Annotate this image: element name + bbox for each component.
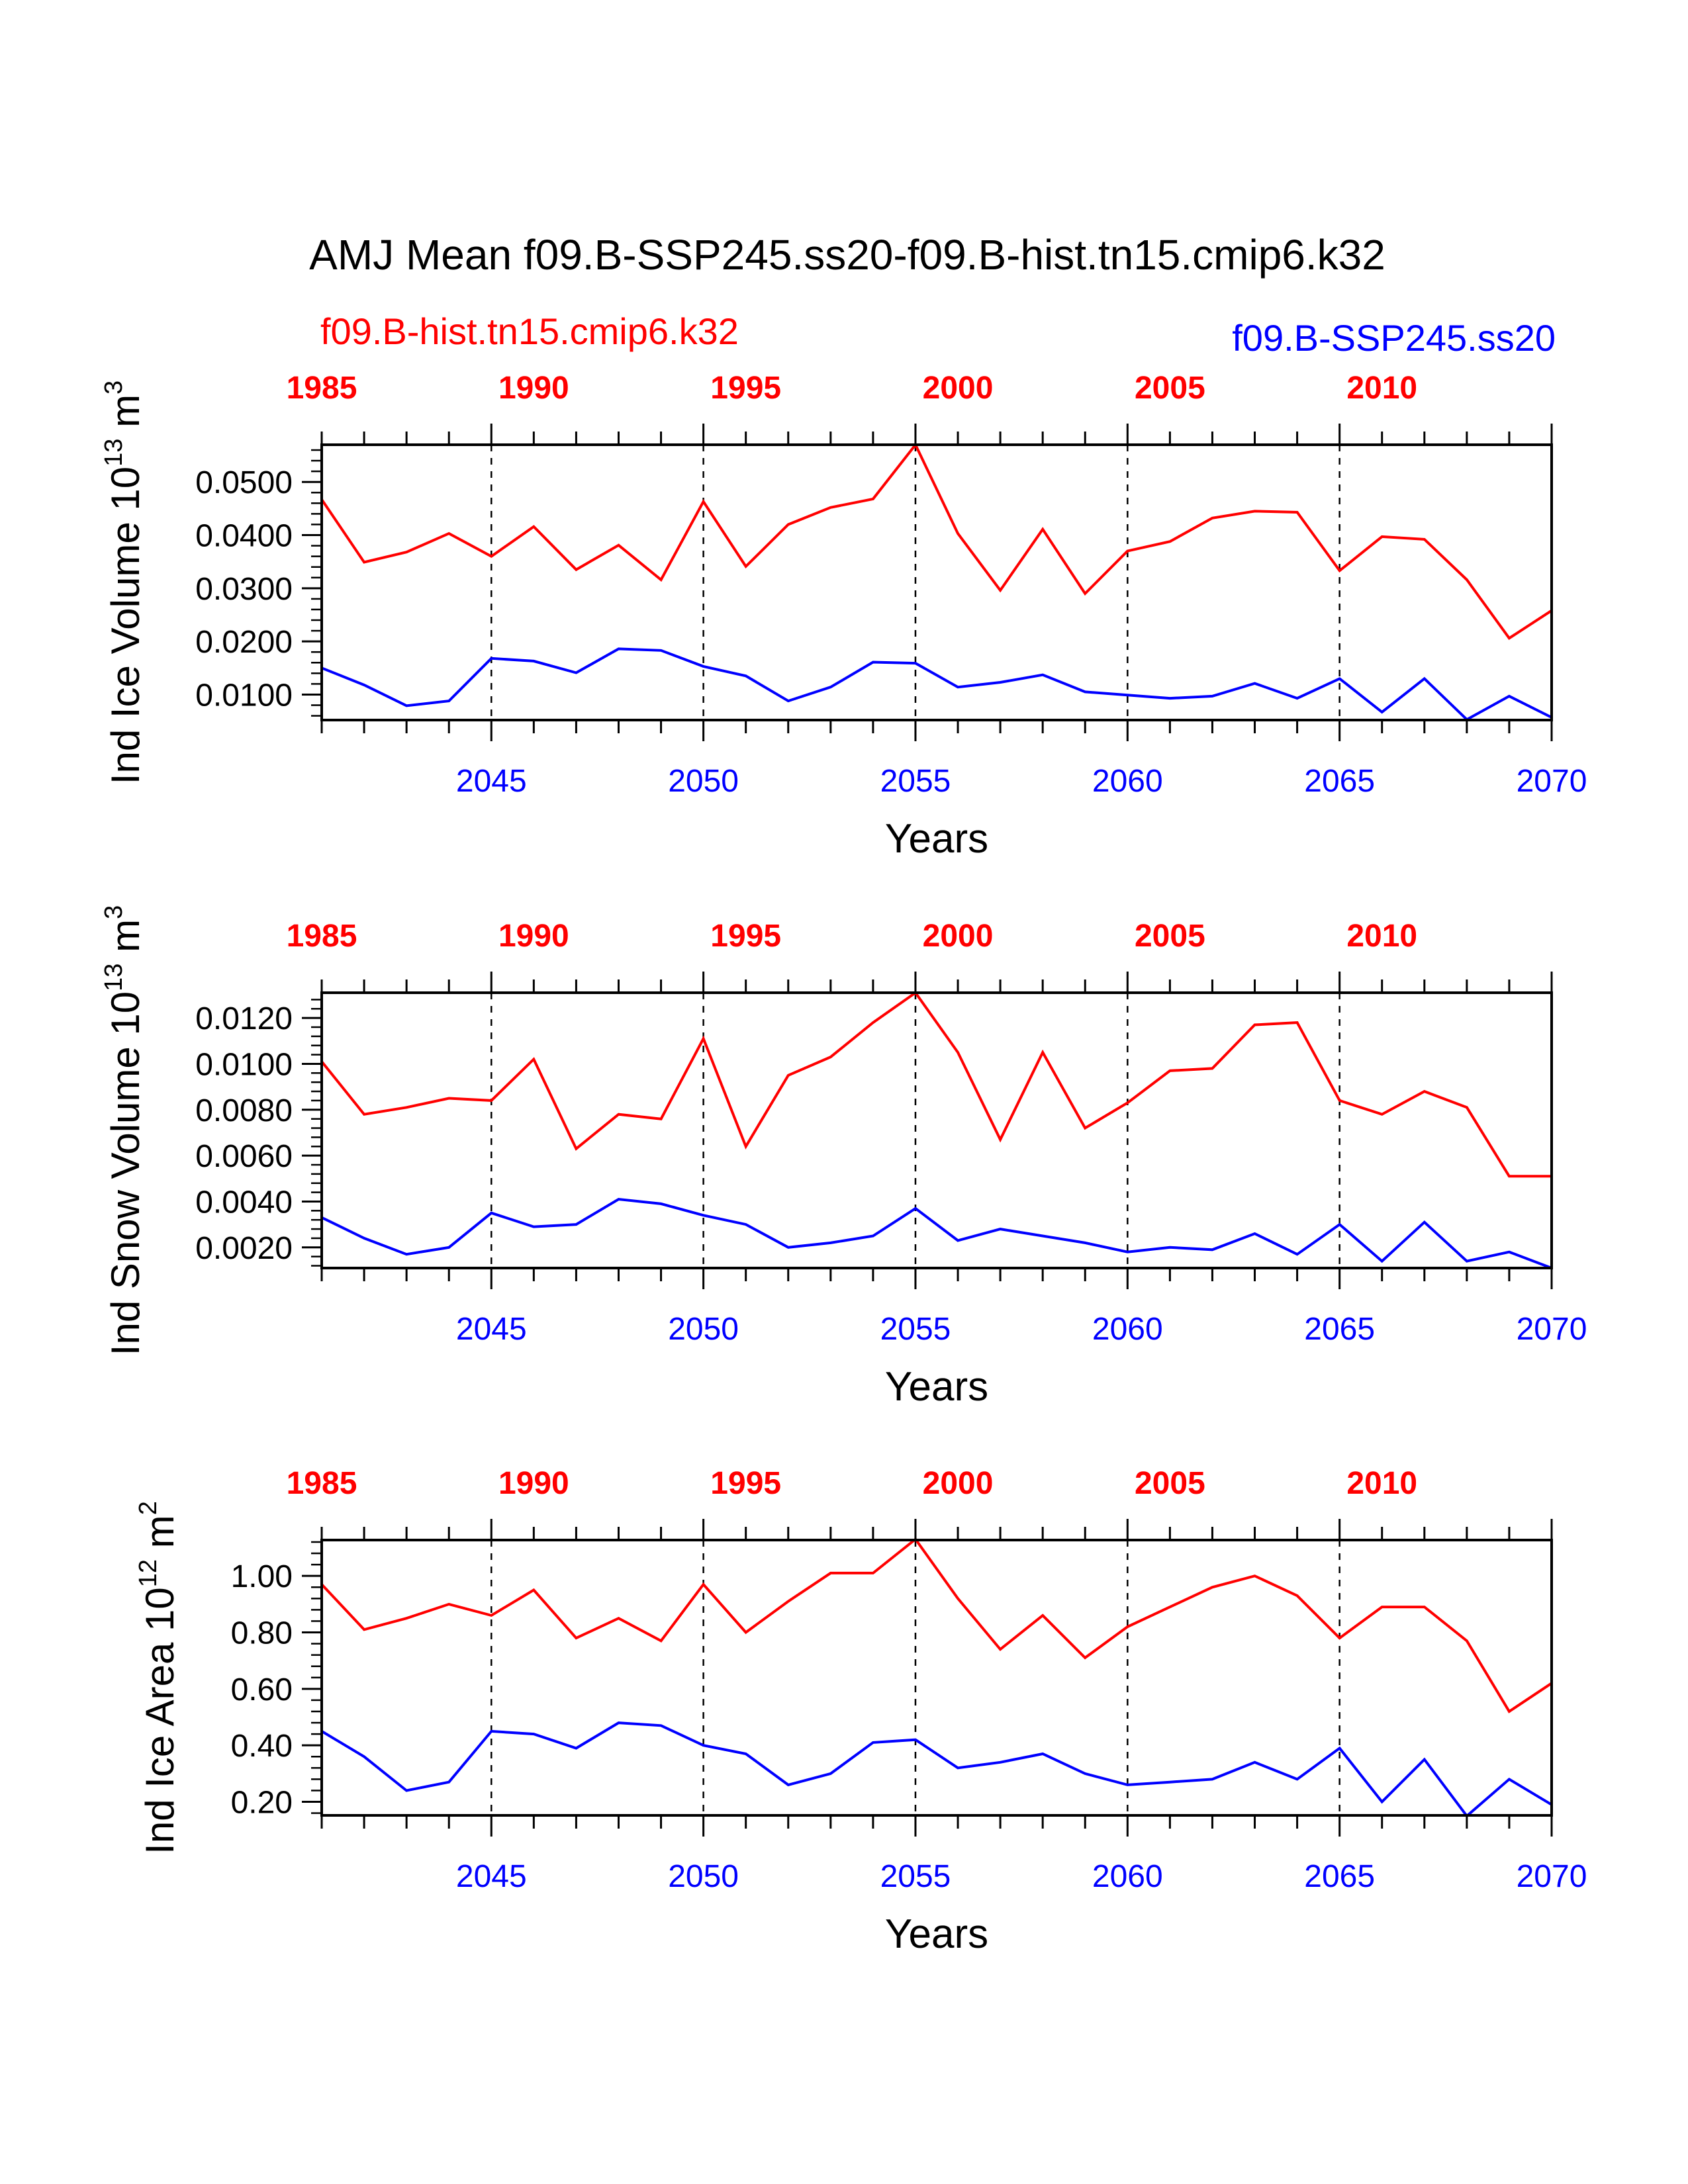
y-tick-label: 1.00 (231, 1559, 293, 1594)
y-tick-label: 0.0500 (195, 465, 293, 500)
y-tick-label: 0.60 (231, 1672, 293, 1707)
top-tick-label-2000: 2000 (923, 371, 994, 406)
plot-frame (320, 991, 1553, 1269)
legend-ssp-label: f09.B-SSP245.ss20 (1232, 317, 1556, 359)
y-tick-label: 0.80 (231, 1616, 293, 1651)
chart-panel-2: 1985 1990 1995 2000 2005 2010 2045 2050 2055 2060… (100, 905, 1587, 1410)
series-line-hist (320, 442, 1553, 641)
plot-frame (320, 1539, 1553, 1817)
chart-panel-3: 1985 1990 1995 2000 2005 2010 2045 2050 2055 2060… (134, 1466, 1587, 1957)
bottom-tick-label-2055: 2055 (880, 764, 951, 799)
y-tick-label: 0.0080 (195, 1093, 293, 1128)
bottom-tick-label-2060: 2060 (1092, 1859, 1163, 1894)
figure-title: AMJ Mean f09.B-SSP245.ss20-f09.B-hist.tn… (309, 231, 1385, 279)
panels: 1985 1990 1995 2000 2005 2010 2045 2050 2055 2060… (100, 371, 1587, 1957)
x-axis-title: Years (885, 1364, 988, 1410)
bottom-tick-label-2060: 2060 (1092, 1312, 1163, 1347)
y-tick-label: 0.0100 (195, 678, 293, 713)
top-tick-label-1995: 1995 (710, 919, 781, 954)
y-axis-title: Ind Snow Volume 1013 m3 (100, 905, 148, 1355)
y-axis-title: Ind Ice Volume 1013 m3 (100, 381, 148, 784)
bottom-tick-label-2045: 2045 (456, 1312, 527, 1347)
x-axis-title: Years (885, 1911, 988, 1957)
legend-hist-label: f09.B-hist.tn15.cmip6.k32 (320, 310, 739, 352)
top-tick-label-1995: 1995 (710, 371, 781, 406)
y-tick-label: 0.0100 (195, 1047, 293, 1082)
bottom-tick-label-2055: 2055 (880, 1859, 951, 1894)
bottom-tick-label-2065: 2065 (1304, 764, 1375, 799)
top-tick-label-1990: 1990 (498, 919, 569, 954)
top-tick-label-1985: 1985 (287, 1466, 357, 1501)
plot-frame (320, 443, 1553, 721)
y-tick-label: 0.0060 (195, 1139, 293, 1174)
top-tick-label-1990: 1990 (498, 1466, 569, 1501)
bottom-tick-label-2055: 2055 (880, 1312, 951, 1347)
bottom-tick-label-2045: 2045 (456, 1859, 527, 1894)
top-tick-label-2000: 2000 (923, 1466, 994, 1501)
bottom-tick-label-2070: 2070 (1517, 764, 1587, 799)
top-tick-label-2010: 2010 (1346, 919, 1417, 954)
y-tick-label: 0.0300 (195, 572, 293, 607)
bottom-tick-label-2050: 2050 (668, 764, 739, 799)
series-line-hist (320, 1537, 1553, 1713)
y-tick-label: 0.40 (231, 1729, 293, 1764)
top-tick-label-2000: 2000 (923, 919, 994, 954)
top-tick-label-2010: 2010 (1346, 1466, 1417, 1501)
bottom-tick-label-2070: 2070 (1517, 1859, 1587, 1894)
bottom-tick-label-2050: 2050 (668, 1859, 739, 1894)
bottom-tick-label-2050: 2050 (668, 1312, 739, 1347)
series-line-hist (320, 991, 1552, 1178)
chart-panel-1: 1985 1990 1995 2000 2005 2010 2045 2050 2055 2060… (100, 371, 1587, 862)
top-tick-label-1985: 1985 (287, 919, 357, 954)
series-line-ssp (321, 647, 1552, 721)
series-line-ssp (321, 1197, 1552, 1269)
bottom-tick-label-2045: 2045 (456, 764, 527, 799)
top-tick-label-2005: 2005 (1135, 371, 1205, 406)
y-tick-label: 0.0400 (195, 519, 293, 554)
bottom-tick-label-2070: 2070 (1517, 1312, 1587, 1347)
top-tick-label-1995: 1995 (710, 1466, 781, 1501)
top-tick-label-2005: 2005 (1135, 1466, 1205, 1501)
bottom-tick-label-2065: 2065 (1304, 1859, 1375, 1894)
y-axis-title: Ind Ice Area 1012 m2 (134, 1501, 182, 1854)
bottom-tick-label-2065: 2065 (1304, 1312, 1375, 1347)
y-tick-label: 0.0040 (195, 1185, 293, 1220)
y-tick-label: 0.0020 (195, 1231, 293, 1266)
x-axis-title: Years (885, 816, 988, 862)
series-line-ssp (320, 1721, 1553, 1818)
y-tick-label: 0.0120 (195, 1001, 293, 1036)
y-tick-label: 0.0200 (195, 625, 293, 660)
top-tick-label-1990: 1990 (498, 371, 569, 406)
top-tick-label-2005: 2005 (1135, 919, 1205, 954)
top-tick-label-1985: 1985 (287, 371, 357, 406)
top-tick-label-2010: 2010 (1346, 371, 1417, 406)
y-tick-label: 0.20 (231, 1786, 293, 1821)
bottom-tick-label-2060: 2060 (1092, 764, 1163, 799)
